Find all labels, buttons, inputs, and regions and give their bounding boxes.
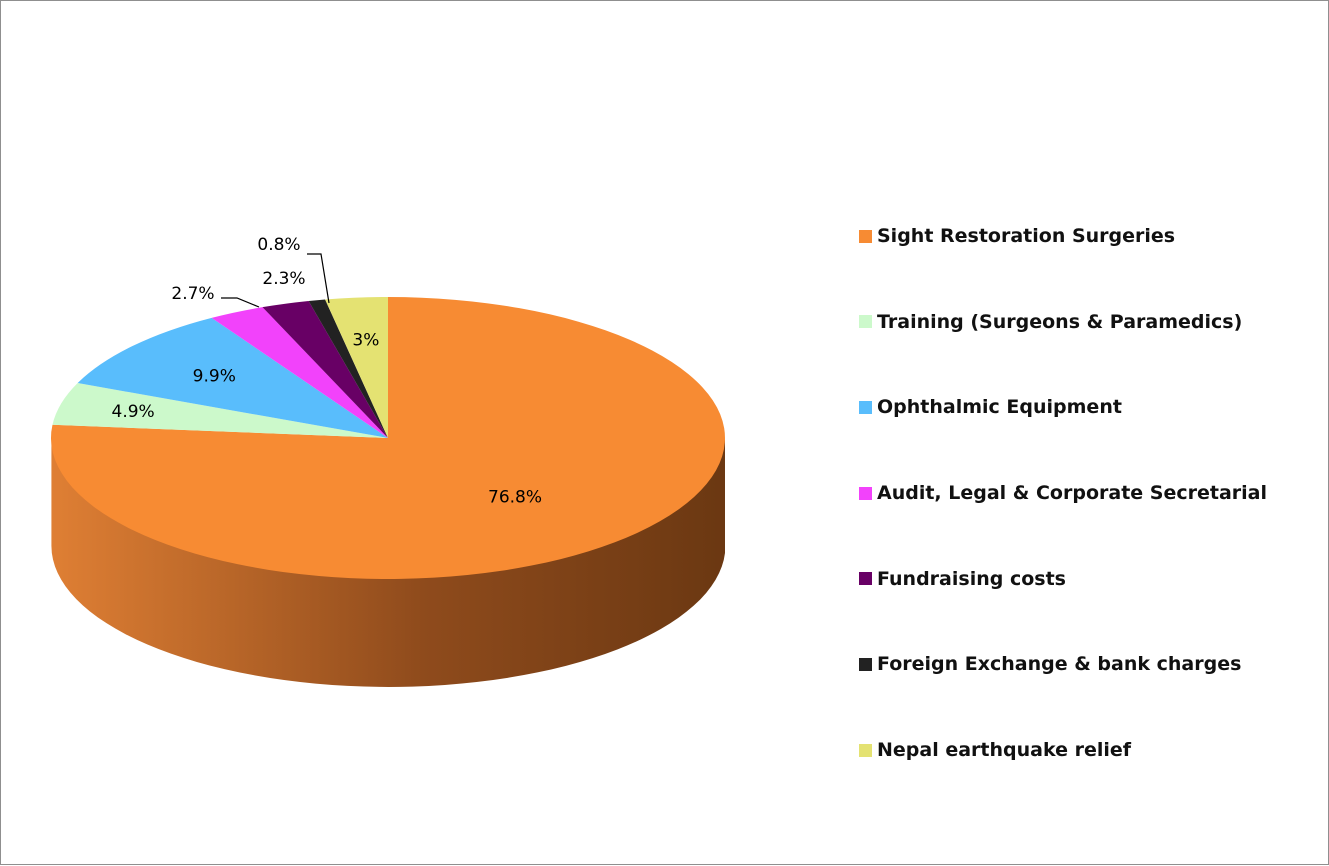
leader-line (221, 297, 260, 308)
legend-label: Foreign Exchange & bank charges (877, 653, 1242, 676)
data-label: 0.8% (257, 235, 300, 255)
data-label: 2.3% (262, 269, 305, 289)
pie-slice-fundraising-costs (262, 300, 388, 438)
pie-side-sight-restoration-surgeries (51, 430, 726, 687)
legend-swatch (859, 229, 872, 243)
pie-slice-training-surgeons-paramedics (52, 383, 388, 438)
legend-item: Fundraising costs (859, 566, 1267, 592)
legend-label: Sight Restoration Surgeries (877, 225, 1176, 247)
data-label: 76.8% (488, 487, 542, 507)
legend-swatch (859, 743, 872, 757)
legend-item: Audit, Legal & Corporate Secretarial (859, 480, 1267, 506)
pie-slice-ophthalmic-equipment (77, 317, 388, 438)
data-label: 9.9% (193, 366, 236, 386)
pie-slice-audit-legal-corporate-secretarial (211, 307, 388, 438)
data-label: 2.7% (171, 284, 214, 304)
legend-item: Ophthalmic Equipment (859, 394, 1267, 420)
legend-swatch (859, 572, 872, 586)
legend-item: Sight Restoration Surgeries (859, 223, 1267, 249)
legend-label: Nepal earthquake relief (877, 739, 1132, 762)
legend-swatch (859, 400, 872, 414)
legend-swatch (859, 486, 872, 500)
pie-slice-nepal-earthquake-relief (325, 297, 388, 438)
legend-item: Foreign Exchange & bank charges (859, 651, 1267, 677)
data-label: 3% (352, 331, 379, 351)
data-label: 4.9% (112, 402, 155, 422)
legend-label: Ophthalmic Equipment (877, 396, 1122, 419)
leader-line (307, 253, 330, 304)
pie-slice-foreign-exchange-bank-charges (308, 299, 388, 438)
legend-item: Nepal earthquake relief (859, 737, 1267, 763)
legend-item: Training (Surgeons & Paramedics) (859, 309, 1267, 335)
legend: Sight Restoration Surgeries Training (Sur… (859, 223, 1267, 823)
legend-swatch (859, 315, 872, 329)
legend-label: Fundraising costs (877, 567, 1066, 590)
legend-label: Audit, Legal & Corporate Secretarial (877, 482, 1267, 505)
legend-swatch (859, 657, 872, 671)
legend-label: Training (Surgeons & Paramedics) (877, 310, 1243, 333)
